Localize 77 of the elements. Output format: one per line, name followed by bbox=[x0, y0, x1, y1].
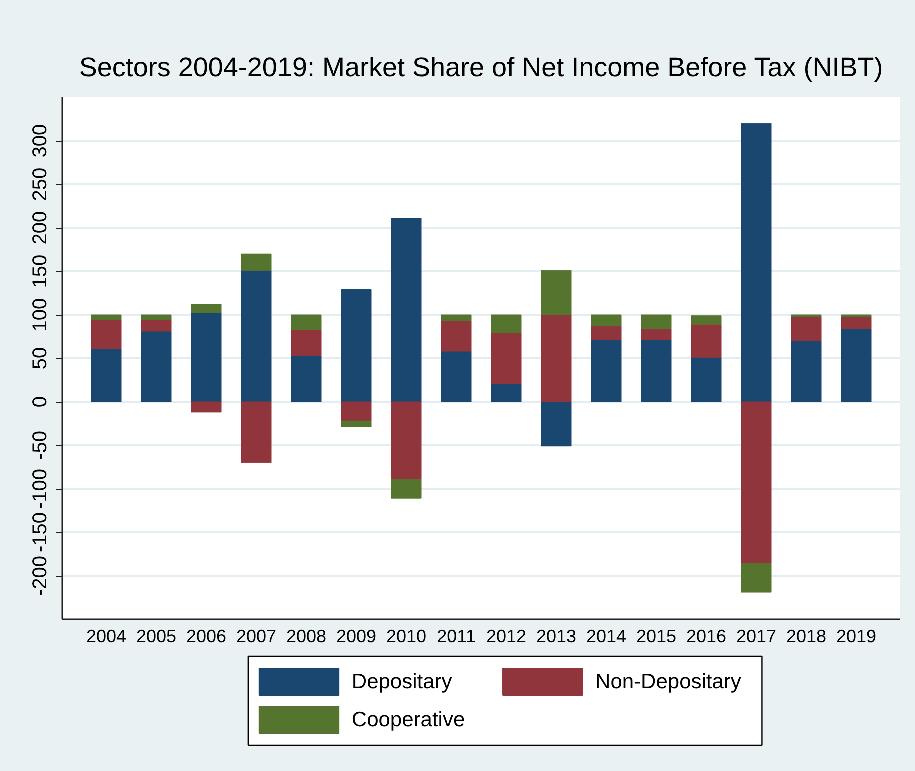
bar bbox=[791, 316, 822, 342]
bar bbox=[741, 402, 772, 564]
bar bbox=[391, 402, 422, 480]
bar bbox=[341, 402, 372, 422]
bar bbox=[91, 314, 122, 320]
bar bbox=[691, 316, 722, 325]
bar bbox=[741, 564, 772, 593]
bar bbox=[691, 357, 722, 402]
x-tick-label: 2014 bbox=[586, 626, 627, 646]
x-tick-label: 2013 bbox=[536, 626, 577, 646]
y-tick-label: -100 bbox=[30, 468, 52, 510]
x-tick-label: 2007 bbox=[236, 626, 277, 646]
bar bbox=[791, 340, 822, 402]
x-tick-label: 2017 bbox=[736, 626, 777, 646]
bar bbox=[491, 333, 522, 384]
bar bbox=[541, 314, 572, 402]
x-tick-label: 2010 bbox=[386, 626, 427, 646]
bar bbox=[241, 254, 272, 271]
y-tick-label: -200 bbox=[30, 556, 52, 596]
y-tick-label: -50 bbox=[30, 431, 52, 460]
x-tick-label: 2015 bbox=[636, 626, 677, 646]
y-tick-label: 0 bbox=[30, 396, 52, 408]
bar bbox=[591, 314, 622, 327]
x-tick-label: 2004 bbox=[86, 626, 127, 646]
bar bbox=[291, 314, 322, 330]
bar bbox=[391, 218, 422, 402]
legend-label: Cooperative bbox=[352, 708, 466, 732]
bar bbox=[91, 320, 122, 350]
y-tick-label: 50 bbox=[30, 347, 52, 370]
y-tick-label: -150 bbox=[30, 512, 52, 553]
bar bbox=[491, 314, 522, 334]
bar bbox=[741, 123, 772, 402]
y-tick-label: 150 bbox=[30, 254, 52, 288]
x-tick-label: 2006 bbox=[186, 626, 227, 646]
x-tick-label: 2019 bbox=[836, 626, 877, 646]
bar bbox=[91, 348, 122, 402]
bar bbox=[541, 402, 572, 447]
bar bbox=[141, 331, 172, 402]
bar bbox=[641, 314, 672, 330]
bar bbox=[191, 313, 222, 402]
legend-label: Depositary bbox=[352, 670, 453, 694]
legend-label: Non-Depositary bbox=[596, 670, 742, 694]
y-tick-label: 250 bbox=[30, 168, 52, 202]
x-tick-label: 2018 bbox=[786, 626, 827, 646]
bar bbox=[491, 383, 522, 402]
bar bbox=[341, 290, 372, 402]
bar bbox=[841, 328, 872, 402]
bar bbox=[391, 479, 422, 499]
x-tick-label: 2008 bbox=[286, 626, 327, 646]
bar bbox=[441, 314, 472, 322]
x-tick-label: 2011 bbox=[437, 626, 476, 646]
bar bbox=[641, 340, 672, 402]
chart-title: Sectors 2004-2019: Market Share of Net Income Before Tax (NIBT) bbox=[79, 52, 884, 82]
bar bbox=[341, 420, 372, 428]
bar bbox=[591, 340, 622, 402]
bar bbox=[241, 402, 272, 464]
y-tick-label: 100 bbox=[30, 298, 52, 332]
bar bbox=[441, 351, 472, 402]
bar bbox=[141, 320, 172, 332]
bar bbox=[841, 316, 872, 330]
bar bbox=[291, 330, 322, 356]
bar bbox=[541, 270, 572, 316]
bar bbox=[241, 270, 272, 402]
x-tick-label: 2009 bbox=[336, 626, 377, 646]
x-tick-label: 2016 bbox=[686, 626, 727, 646]
bar bbox=[441, 320, 472, 352]
x-tick-label: 2005 bbox=[136, 626, 177, 646]
bar bbox=[591, 326, 622, 340]
y-tick-label: 300 bbox=[30, 124, 52, 158]
bar bbox=[191, 304, 222, 314]
bar bbox=[141, 314, 172, 320]
y-tick-label: 200 bbox=[30, 211, 52, 245]
bar bbox=[691, 324, 722, 358]
bar bbox=[291, 356, 322, 402]
bar bbox=[641, 328, 672, 340]
bar bbox=[191, 402, 222, 413]
x-tick-label: 2012 bbox=[486, 626, 527, 646]
